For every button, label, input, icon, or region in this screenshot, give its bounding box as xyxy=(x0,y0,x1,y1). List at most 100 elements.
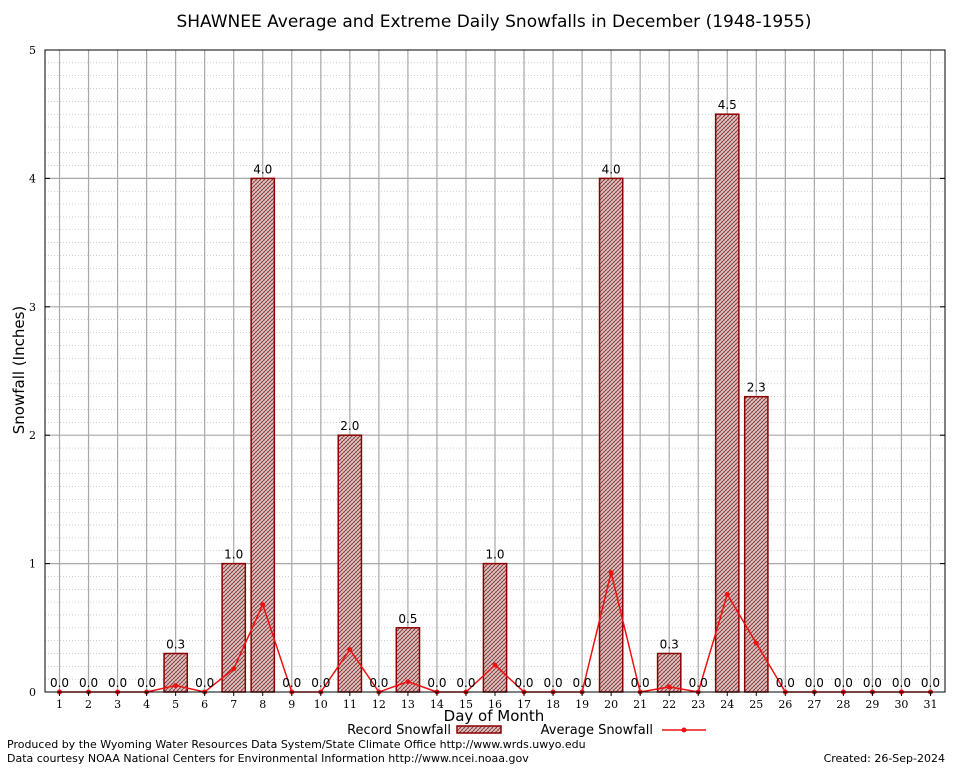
average-point xyxy=(260,602,266,608)
y-axis-label: Snowfall (Inches) xyxy=(10,306,28,434)
record-bar xyxy=(221,562,247,693)
legend-label-record: Record Snowfall xyxy=(347,723,451,738)
bar-value-label: 0.0 xyxy=(137,676,156,690)
x-tick-label: 20 xyxy=(604,698,618,711)
x-tick-label: 17 xyxy=(517,698,531,711)
footer-credit-line2: Data courtesy NOAA National Centers for … xyxy=(7,752,529,765)
x-tick-label: 21 xyxy=(633,698,647,711)
bar-value-label: 0.0 xyxy=(282,676,301,690)
record-bar xyxy=(337,434,363,693)
x-tick-label: 8 xyxy=(259,698,266,711)
x-tick-label: 25 xyxy=(749,698,763,711)
x-tick-label: 31 xyxy=(923,698,937,711)
bar-value-label: 4.0 xyxy=(602,162,621,176)
legend-marker-average xyxy=(681,727,687,733)
bar-value-label: 0.0 xyxy=(108,676,127,690)
x-tick-label: 18 xyxy=(546,698,560,711)
bar-value-label: 0.0 xyxy=(195,676,214,690)
x-tick-label: 11 xyxy=(343,698,357,711)
bar-value-label: 4.0 xyxy=(253,162,272,176)
x-tick-label: 1 xyxy=(56,698,63,711)
chart-title: SHAWNEE Average and Extreme Daily Snowfa… xyxy=(176,12,811,32)
x-tick-label: 23 xyxy=(691,698,705,711)
bar-value-label: 0.0 xyxy=(892,676,911,690)
average-point xyxy=(173,683,179,689)
legend-swatch-record xyxy=(456,725,502,734)
x-tick-label: 19 xyxy=(575,698,589,711)
x-tick-label: 2 xyxy=(85,698,92,711)
x-tick-label: 13 xyxy=(401,698,415,711)
x-tick-label: 26 xyxy=(778,698,792,711)
x-tick-labels: 1 2 3 4 5 6 7 8 9 10 11 12 13 14 15 16 17 18 19 20 21 22 23 24 2… xyxy=(56,692,937,711)
bar-value-label: 0.3 xyxy=(660,637,679,651)
y-tick-label: 3 xyxy=(29,301,36,314)
x-tick-label: 29 xyxy=(865,698,879,711)
y-tick-label: 0 xyxy=(29,686,36,699)
record-bar xyxy=(714,113,740,693)
bar-value-label: 1.0 xyxy=(224,548,243,562)
bar-value-label: 0.0 xyxy=(573,676,592,690)
bar-value-label: 0.0 xyxy=(311,676,330,690)
bar-value-label: 0.0 xyxy=(921,676,940,690)
bar-value-label: 2.0 xyxy=(340,419,359,433)
x-tick-label: 15 xyxy=(459,698,473,711)
average-point xyxy=(492,662,498,668)
x-tick-label: 9 xyxy=(288,698,295,711)
x-tick-label: 14 xyxy=(430,698,444,711)
bar-value-label: 0.0 xyxy=(514,676,533,690)
average-point xyxy=(666,684,672,690)
footer-created: Created: 26-Sep-2024 xyxy=(824,752,945,765)
x-tick-label: 12 xyxy=(372,698,386,711)
record-bar xyxy=(250,177,276,693)
x-tick-label: 24 xyxy=(720,698,734,711)
bar-labels: 0.0 0.0 0.0 0.0 0.3 0.0 1.0 4.0 0.0 0.0 2.0 0.0 0.5 0… xyxy=(50,98,940,690)
grid xyxy=(45,50,945,692)
bar-value-label: 0.3 xyxy=(166,637,185,651)
bar-value-label: 0.0 xyxy=(427,676,446,690)
legend-label-average: Average Snowfall xyxy=(541,723,653,738)
x-tick-label: 6 xyxy=(201,698,208,711)
legend: Record Snowfall Average Snowfall xyxy=(347,723,706,738)
record-bar xyxy=(598,177,624,693)
y-tick-label: 4 xyxy=(29,172,36,185)
y-tick-label: 1 xyxy=(29,558,36,571)
y-tick-label: 5 xyxy=(29,44,36,57)
y-tick-labels: 0 1 2 3 4 5 xyxy=(29,44,945,699)
bar-value-label: 0.0 xyxy=(776,676,795,690)
y-tick-label: 2 xyxy=(29,429,36,442)
average-point xyxy=(231,666,237,672)
bar-value-label: 0.0 xyxy=(805,676,824,690)
x-tick-label: 7 xyxy=(230,698,237,711)
x-tick-label: 16 xyxy=(488,698,502,711)
x-tick-label: 28 xyxy=(836,698,850,711)
x-tick-label: 27 xyxy=(807,698,821,711)
bar-value-label: 0.0 xyxy=(544,676,563,690)
bar-value-label: 4.5 xyxy=(718,98,737,112)
x-tick-label: 30 xyxy=(894,698,908,711)
x-axis-label: Day of Month xyxy=(444,707,545,725)
bar-value-label: 2.3 xyxy=(747,381,766,395)
bar-value-label: 1.0 xyxy=(485,548,504,562)
bar-value-label: 0.0 xyxy=(863,676,882,690)
x-tick-label: 4 xyxy=(143,698,150,711)
x-tick-label: 3 xyxy=(114,698,121,711)
x-tick-label: 22 xyxy=(662,698,676,711)
average-point xyxy=(724,591,730,597)
average-point xyxy=(608,570,614,576)
bar-value-label: 0.0 xyxy=(834,676,853,690)
average-point xyxy=(347,647,353,653)
bar-value-label: 0.0 xyxy=(631,676,650,690)
record-bars xyxy=(163,113,769,693)
x-tick-label: 5 xyxy=(172,698,179,711)
average-point xyxy=(405,679,411,685)
bar-value-label: 0.0 xyxy=(79,676,98,690)
bar-value-label: 0.0 xyxy=(369,676,388,690)
bar-value-label: 0.0 xyxy=(50,676,69,690)
bar-value-label: 0.0 xyxy=(456,676,475,690)
x-tick-label: 10 xyxy=(314,698,328,711)
average-point xyxy=(753,640,759,646)
bar-value-label: 0.5 xyxy=(398,612,417,626)
record-bar xyxy=(743,395,769,693)
bar-value-label: 0.0 xyxy=(689,676,708,690)
